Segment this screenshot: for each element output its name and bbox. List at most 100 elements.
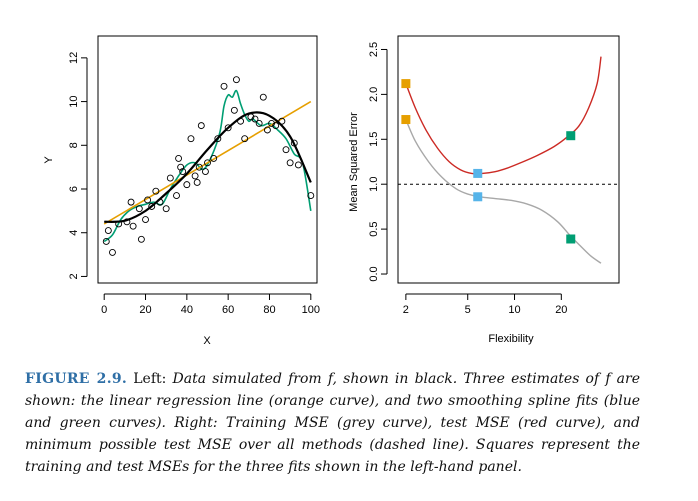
- left-y-tick-label: 4: [68, 230, 80, 236]
- mse-square-marker: [566, 131, 576, 141]
- left-y-tick-label: 2: [68, 273, 80, 279]
- data-point: [255, 119, 263, 127]
- right-x-tick-label: 5: [465, 304, 471, 316]
- data-point: [173, 192, 180, 200]
- left-x-axis-title: X: [203, 335, 211, 347]
- right-axes: 2 5 10 20 0.0 0.5 1.0 1.5 2.0 2.5: [368, 42, 567, 316]
- data-point: [135, 205, 143, 213]
- test-mse-curve: [405, 56, 602, 175]
- right-y-tick-label: 2.0: [368, 87, 380, 102]
- data-point: [152, 187, 160, 195]
- mse-square-marker: [473, 192, 483, 202]
- data-point: [294, 161, 302, 169]
- left-axes: 0 20 40 60 80 100 2 4 6 8 10 12: [68, 52, 320, 316]
- data-point: [259, 93, 267, 101]
- caption-text-3: are shown: the linear regression line (o…: [25, 371, 641, 475]
- data-point: [156, 198, 164, 206]
- true-function-curve: [104, 111, 312, 223]
- right-y-tick-label: 1.0: [368, 177, 380, 192]
- data-point: [307, 192, 315, 200]
- caption-text-1: Data simulated from: [172, 371, 328, 387]
- right-x-tick-label: 2: [403, 304, 409, 316]
- data-point: [263, 126, 271, 134]
- left-panel: 0 20 40 60 80 100 2 4 6 8 10 12 X Y: [43, 35, 320, 347]
- data-point: [210, 154, 218, 162]
- data-point: [102, 238, 110, 245]
- data-point: [179, 168, 187, 175]
- caption-left-label: Left:: [127, 371, 173, 387]
- mse-square-marker: [566, 234, 576, 244]
- data-point: [187, 135, 195, 143]
- data-point: [183, 181, 191, 189]
- data-point: [204, 159, 211, 167]
- data-point: [230, 106, 238, 114]
- data-point: [237, 117, 245, 125]
- data-point: [177, 163, 185, 171]
- left-x-tick-label: 40: [181, 304, 193, 316]
- data-point: [220, 82, 228, 90]
- right-y-tick-label: 2.5: [368, 42, 380, 57]
- data-point: [129, 222, 137, 230]
- left-y-tick-label: 12: [68, 52, 80, 64]
- data-point: [247, 113, 255, 121]
- right-plot-frame: [397, 35, 620, 284]
- data-point: [191, 172, 199, 180]
- data-point: [109, 248, 116, 256]
- data-point: [251, 115, 259, 123]
- data-point: [197, 122, 205, 130]
- left-x-tick-label: 100: [302, 304, 320, 316]
- mse-square-marker: [401, 115, 411, 125]
- data-point: [214, 135, 222, 143]
- data-point: [115, 220, 123, 228]
- right-plot-area: [398, 56, 619, 264]
- right-x-tick-label: 20: [555, 304, 567, 316]
- data-point: [224, 124, 232, 132]
- left-y-tick-label: 8: [68, 142, 80, 148]
- data-point: [142, 216, 149, 224]
- data-point: [123, 218, 131, 226]
- data-point: [193, 179, 201, 186]
- data-point: [286, 159, 294, 167]
- mse-square-marker: [473, 168, 483, 178]
- caption-label: FIGURE 2.9.: [25, 371, 128, 387]
- left-plot-area: [102, 76, 315, 256]
- data-point: [290, 139, 298, 147]
- left-y-axis-title: Y: [43, 156, 55, 164]
- caption-f-symbol-2: f: [605, 371, 611, 387]
- left-x-tick-label: 0: [101, 304, 107, 316]
- data-point: [148, 203, 156, 210]
- caption-text-2: , shown in black. Three estimates of: [332, 371, 606, 387]
- data-point: [241, 135, 249, 143]
- right-y-tick-label: 1.5: [368, 132, 380, 147]
- green-spline-curve: [103, 89, 312, 243]
- left-x-tick-label: 80: [263, 304, 275, 316]
- caption-f-symbol-1: f: [327, 371, 333, 387]
- data-point: [201, 168, 209, 175]
- right-y-tick-label: 0.0: [368, 266, 380, 281]
- data-point: [162, 205, 170, 213]
- figure-caption: FIGURE 2.9. Left: Data simulated from f,…: [25, 368, 640, 478]
- left-y-tick-label: 10: [68, 95, 80, 107]
- right-x-tick-label: 10: [508, 304, 520, 316]
- right-panel: 2 5 10 20 0.0 0.5 1.0 1.5 2.0 2.5 Flexibility Mea…: [348, 35, 620, 345]
- left-plot-frame: [97, 35, 318, 284]
- data-point: [166, 174, 174, 182]
- training-mse-curve: [405, 119, 602, 264]
- data-point: [175, 154, 183, 162]
- mse-square-marker: [401, 79, 411, 89]
- data-point: [282, 146, 290, 154]
- data-point: [195, 163, 203, 171]
- left-x-tick-label: 60: [222, 304, 234, 316]
- linear-regression-line: [103, 100, 312, 225]
- data-point: [272, 122, 280, 130]
- data-point: [104, 227, 112, 234]
- data-point: [137, 235, 145, 243]
- data-point: [278, 117, 286, 125]
- data-point: [127, 198, 135, 206]
- data-point: [268, 119, 275, 127]
- right-x-axis-title: Flexibility: [488, 333, 534, 345]
- right-y-axis-title: Mean Squared Error: [348, 112, 360, 212]
- right-y-tick-label: 0.5: [368, 221, 380, 236]
- data-point: [232, 76, 240, 84]
